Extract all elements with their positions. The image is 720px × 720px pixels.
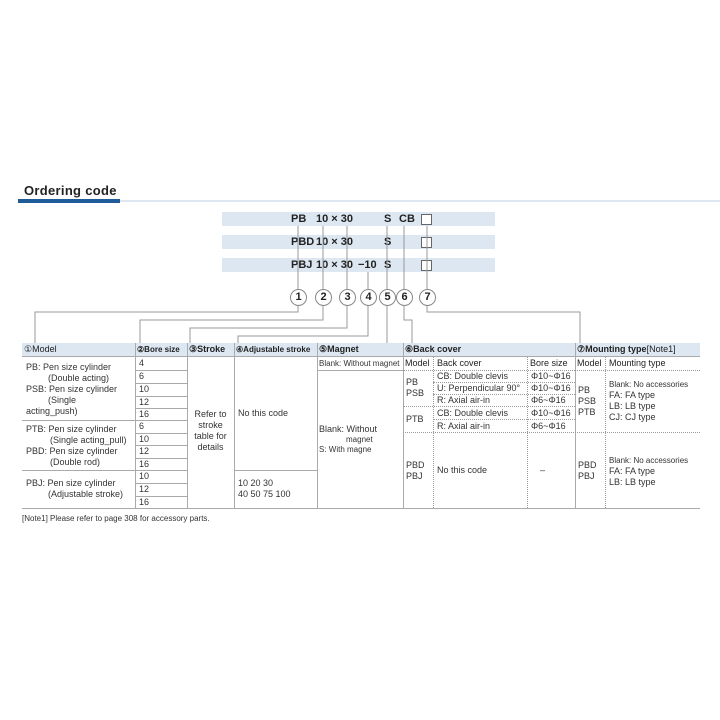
header-magnet: ⑤Magnet	[319, 344, 359, 354]
code-cover: CB	[399, 213, 415, 225]
adjustable-none: No this code	[238, 408, 289, 418]
back-cover-col-cover: Back cover	[437, 358, 482, 368]
footnote: [Note1] Please refer to page 308 for acc…	[22, 514, 210, 523]
code-adjustable: −10	[358, 259, 377, 271]
stroke-cell: Refer to stroke table for details	[194, 409, 227, 452]
header-back-cover: ⑥Back cover	[405, 344, 462, 354]
back-cover-option: CB: Double clevis	[437, 408, 509, 418]
code-magnet: S	[384, 213, 392, 225]
back-cover-bore: Φ6~Φ16	[531, 395, 566, 405]
back-cover-option: No this code	[437, 465, 488, 475]
header-bore: ②Bore size	[137, 345, 180, 354]
marker-7: 7	[419, 289, 436, 306]
bore-size-cell: 12	[139, 484, 150, 494]
model-group-ptb-pbd: PTB: Pen size cylinder (Single acting_pul…	[26, 424, 127, 467]
bore-size-cell: 10	[139, 384, 150, 394]
code-model: PB	[291, 213, 307, 225]
marker-1: 1	[290, 289, 307, 306]
magnet-blank: Blank: Without magnet	[319, 359, 400, 368]
back-cover-bore: Φ10~Φ16	[531, 371, 571, 381]
header-mounting-label: ⑦Mounting type	[577, 344, 647, 354]
marker-6: 6	[396, 289, 413, 306]
back-cover-model-pb: PB PSB	[406, 377, 425, 398]
table-header	[22, 343, 700, 356]
mounting-placeholder-box	[421, 214, 432, 225]
bore-size-cell: 12	[139, 397, 150, 407]
mounting-col-model: Model	[577, 358, 602, 368]
back-cover-bore: Φ10~Φ16	[531, 408, 571, 418]
mounting-types-pbd: Blank: No accessories FA: FA type LB: LB t…	[609, 456, 689, 487]
code-size: 10 × 30	[316, 236, 354, 248]
code-magnet: S	[384, 236, 392, 248]
back-cover-model-ptb: PTB	[406, 414, 424, 424]
section-title: Ordering code	[24, 183, 117, 198]
magnet-options: Blank: Without magnet S: With magne	[319, 424, 378, 454]
back-cover-option: U: Perpendicular 90°	[437, 383, 521, 393]
code-size: 10 × 30	[316, 213, 354, 225]
back-cover-option: R: Axial air-in	[437, 421, 491, 431]
mounting-types-pb: Blank: No accessories FA: FA type LB: LB t…	[609, 380, 689, 422]
mounting-model-pbd: PBD PBJ	[578, 460, 597, 481]
bore-size-cell: 16	[139, 459, 150, 469]
bore-size-cell: 4	[139, 358, 145, 368]
marker-4: 4	[360, 289, 377, 306]
model-group-pb-psb: PB: Pen size cylinder (Double acting) PSB:…	[26, 362, 118, 416]
code-model: PBD	[291, 236, 315, 248]
header-model: ①Model	[24, 344, 57, 354]
back-cover-model-pbd: PBD PBJ	[406, 460, 425, 481]
mounting-model-pb: PB PSB PTB	[578, 385, 597, 417]
back-cover-option: R: Axial air-in	[437, 395, 491, 405]
marker-5: 5	[379, 289, 396, 306]
bore-size-cell: 10	[139, 471, 150, 481]
title-underline-accent	[18, 199, 120, 203]
code-row-pb: PB 10 × 30 S CB	[222, 212, 495, 226]
marker-3: 3	[339, 289, 356, 306]
header-stroke: ③Stroke	[189, 344, 226, 354]
header-adjustable: ④Adjustable stroke	[236, 345, 311, 354]
title-underline	[120, 200, 720, 202]
code-model: PBJ	[291, 259, 313, 271]
back-cover-col-bore: Bore size	[530, 358, 568, 368]
marker-2: 2	[315, 289, 332, 306]
back-cover-col-model: Model	[405, 358, 430, 368]
code-size: 10 × 30	[316, 259, 354, 271]
bore-size-cell: 6	[139, 371, 145, 381]
mounting-col-type: Mounting type	[609, 358, 666, 368]
back-cover-bore: Φ6~Φ16	[531, 421, 566, 431]
header-note-ref: [Note1]	[646, 344, 676, 354]
adjustable-values: 10 20 30 40 50 75 100	[238, 478, 291, 499]
back-cover-bore: –	[540, 465, 546, 475]
bore-size-cell: 6	[139, 421, 145, 431]
code-magnet: S	[384, 259, 392, 271]
model-group-pbj: PBJ: Pen size cylinder (Adjustable stroke…	[26, 478, 124, 499]
back-cover-option: CB: Double clevis	[437, 371, 509, 381]
bore-size-cell: 16	[139, 497, 150, 507]
bore-size-cell: 10	[139, 434, 150, 444]
header-mounting: ⑦Mounting type[Note1]	[577, 343, 676, 356]
back-cover-bore: Φ10~Φ16	[531, 383, 571, 393]
bore-size-cell: 12	[139, 446, 150, 456]
bore-size-cell: 16	[139, 409, 150, 419]
